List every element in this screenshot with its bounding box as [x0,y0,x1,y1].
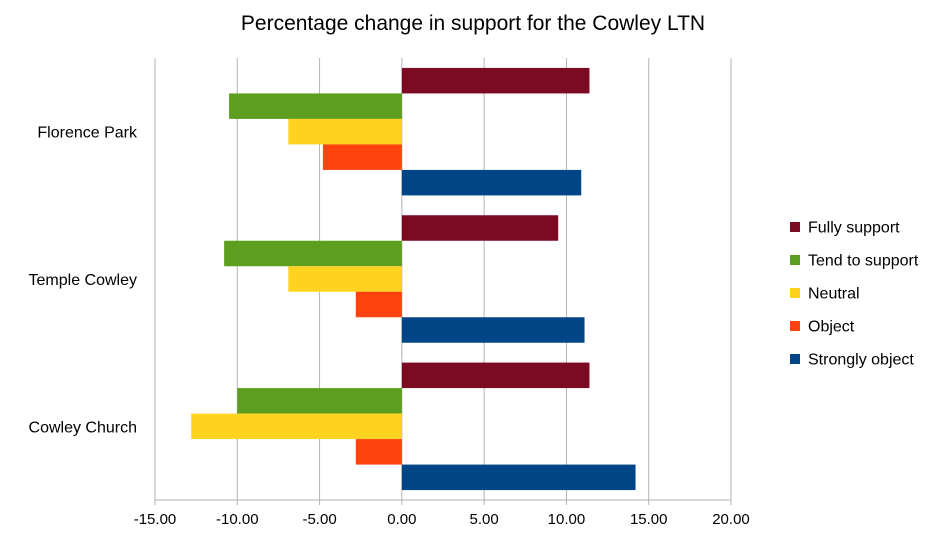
bar-neutral-temple-cowley [288,266,402,292]
y-category-label: Temple Cowley [29,272,137,289]
bar-fully-support-temple-cowley [401,215,559,241]
x-tick-label: -10.00 [216,511,259,528]
x-tick-label: 0.00 [387,511,416,528]
bar-neutral-cowley-church [191,413,402,440]
legend-label-fully-support: Fully support [808,220,900,237]
x-tick-label: -15.00 [134,511,177,528]
bar-neutral-florence-park [288,118,402,145]
legend-label-object: Object [808,319,855,336]
bar-tend-to-support-cowley-church [237,388,402,414]
legend: Fully support Tend to support Neutral Objec… [790,220,919,369]
bar-fully-support-florence-park [401,67,590,94]
bar-fully-support-cowley-church [401,362,590,389]
bar-strongly-object-florence-park [401,169,582,196]
axis-labels: -15.00 -10.00 -5.00 0.00 5.00 10.00 15.00 20.00… [29,125,750,528]
axes [154,58,732,505]
chart-title: Percentage change in support for the Cow… [241,12,705,35]
bar-object-cowley-church [355,439,402,465]
legend-label-neutral: Neutral [808,286,860,303]
legend-label-tend-to-support: Tend to support [808,253,919,270]
bar-tend-to-support-florence-park [229,93,402,119]
legend-swatch-tend-to-support [790,255,800,265]
bar-tend-to-support-temple-cowley [224,240,402,267]
y-category-label: Cowley Church [29,419,137,436]
legend-swatch-neutral [790,288,800,298]
x-tick-label: 15.00 [630,511,668,528]
legend-swatch-object [790,321,800,331]
legend-label-strongly-object: Strongly object [808,352,914,369]
bars [191,67,636,491]
bar-strongly-object-temple-cowley [401,317,585,343]
x-tick-label: 20.00 [712,511,750,528]
bar-object-temple-cowley [355,291,402,318]
y-category-label: Florence Park [37,125,138,142]
x-tick-label: 5.00 [470,511,499,528]
legend-swatch-fully-support [790,222,800,232]
bar-strongly-object-cowley-church [401,464,636,491]
x-tick-label: 10.00 [548,511,586,528]
legend-swatch-strongly-object [790,354,800,364]
x-tick-label: -5.00 [302,511,336,528]
bar-object-florence-park [322,144,402,170]
